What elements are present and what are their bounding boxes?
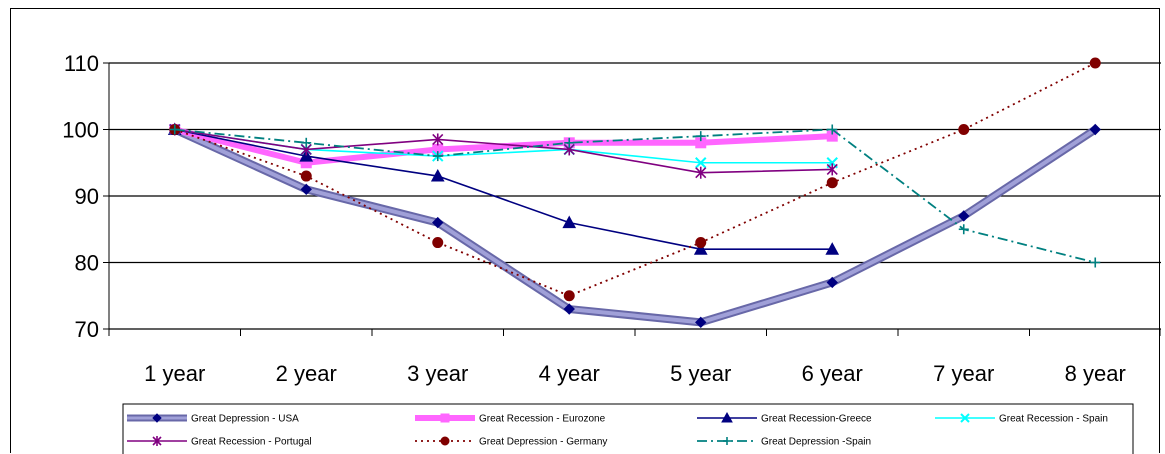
legend-label: Great Depression - Germany [479, 437, 607, 448]
series-1 [169, 124, 838, 169]
data-point [826, 276, 838, 289]
y-tick-label: 100 [62, 118, 99, 143]
x-tick-label: 1 year [144, 361, 205, 386]
legend-entry: Great Depression -Spain [697, 437, 871, 448]
data-point [299, 149, 314, 162]
series-5 [169, 57, 1101, 302]
legend-box [122, 403, 1134, 454]
x-tick-label: 4 year [539, 361, 600, 386]
legend-label: Great Depression -Spain [761, 437, 871, 448]
legend-entry: Great Recession - Spain [935, 413, 1108, 425]
line-chart: 70 80 90 100 110 1 year 2 year 3 year 4 year 5 ye… [62, 51, 1161, 454]
legend-entry: Great Depression - USA [127, 413, 299, 425]
data-point [826, 177, 838, 189]
chart-frame: 70 80 90 100 110 1 year 2 year 3 year 4 year 5 ye… [10, 8, 1161, 454]
x-tick-label: 2 year [276, 361, 337, 386]
data-point [1089, 123, 1101, 136]
data-point [1090, 257, 1101, 268]
data-point [693, 242, 708, 255]
data-point [825, 242, 840, 255]
data-point [695, 237, 707, 249]
y-tick-label: 110 [64, 51, 99, 76]
data-point [695, 166, 707, 179]
series-line [174, 62, 1096, 297]
data-point [430, 169, 445, 182]
data-point [564, 137, 575, 148]
data-point [721, 411, 733, 423]
data-point [562, 215, 577, 229]
data-point [432, 133, 444, 146]
data-point [563, 290, 575, 302]
data-point [440, 436, 450, 446]
y-tick-label: 80 [75, 251, 99, 276]
y-tick-label: 70 [75, 317, 99, 342]
data-point [301, 137, 312, 148]
data-point [695, 157, 707, 169]
data-point [300, 183, 312, 196]
legend-entry: Great Depression - Germany [415, 436, 607, 448]
series-line [174, 128, 833, 174]
data-point [826, 163, 838, 176]
data-point [432, 151, 443, 162]
series-line [174, 126, 833, 166]
data-point [960, 413, 970, 423]
data-point [695, 131, 706, 142]
legend: Great Depression - USA Great Recession - … [122, 403, 1134, 454]
data-point [432, 237, 444, 249]
x-tick-label: 3 year [407, 361, 468, 386]
data-point [958, 124, 970, 135]
y-tick-label: 90 [75, 184, 99, 209]
x-tick-label: 6 year [802, 361, 863, 386]
legend-label: Great Recession - Eurozone [479, 414, 606, 425]
data-point [152, 436, 162, 446]
series-line [173, 127, 1097, 325]
data-point [563, 303, 575, 315]
data-point [958, 210, 970, 222]
series-line [174, 128, 833, 250]
data-point [152, 413, 162, 423]
data-point [432, 216, 444, 229]
x-tick-label: 8 year [1065, 361, 1126, 386]
data-point [300, 170, 312, 182]
data-point [958, 224, 969, 235]
x-tick-label: 7 year [933, 361, 994, 386]
series-2 [167, 122, 840, 255]
x-tick-label: 5 year [670, 361, 731, 386]
legend-entry: Great Recession-Greece [697, 411, 872, 425]
legend-label: Great Recession - Spain [999, 414, 1108, 425]
series-6 [169, 124, 1101, 268]
grid-layer [109, 62, 1161, 330]
legend-entry: Great Recession - Portugal [127, 436, 312, 448]
legend-entry: Great Recession - Eurozone [415, 413, 606, 425]
data-point [440, 413, 450, 423]
data-point [1089, 57, 1101, 69]
data-point [827, 124, 838, 135]
data-point [169, 124, 180, 135]
data-point [723, 437, 731, 445]
legend-label: Great Depression - USA [191, 414, 299, 425]
legend-label: Great Recession-Greece [761, 414, 872, 425]
series-line [174, 128, 1096, 264]
series-layer [167, 57, 1101, 329]
axis-layer: 70 80 90 100 110 1 year 2 year 3 year 4 year 5 ye… [62, 51, 1161, 386]
legend-label: Great Recession - Portugal [191, 437, 312, 448]
data-point [695, 316, 707, 329]
series-line-shadow [173, 125, 1098, 327]
series-4 [169, 123, 838, 179]
